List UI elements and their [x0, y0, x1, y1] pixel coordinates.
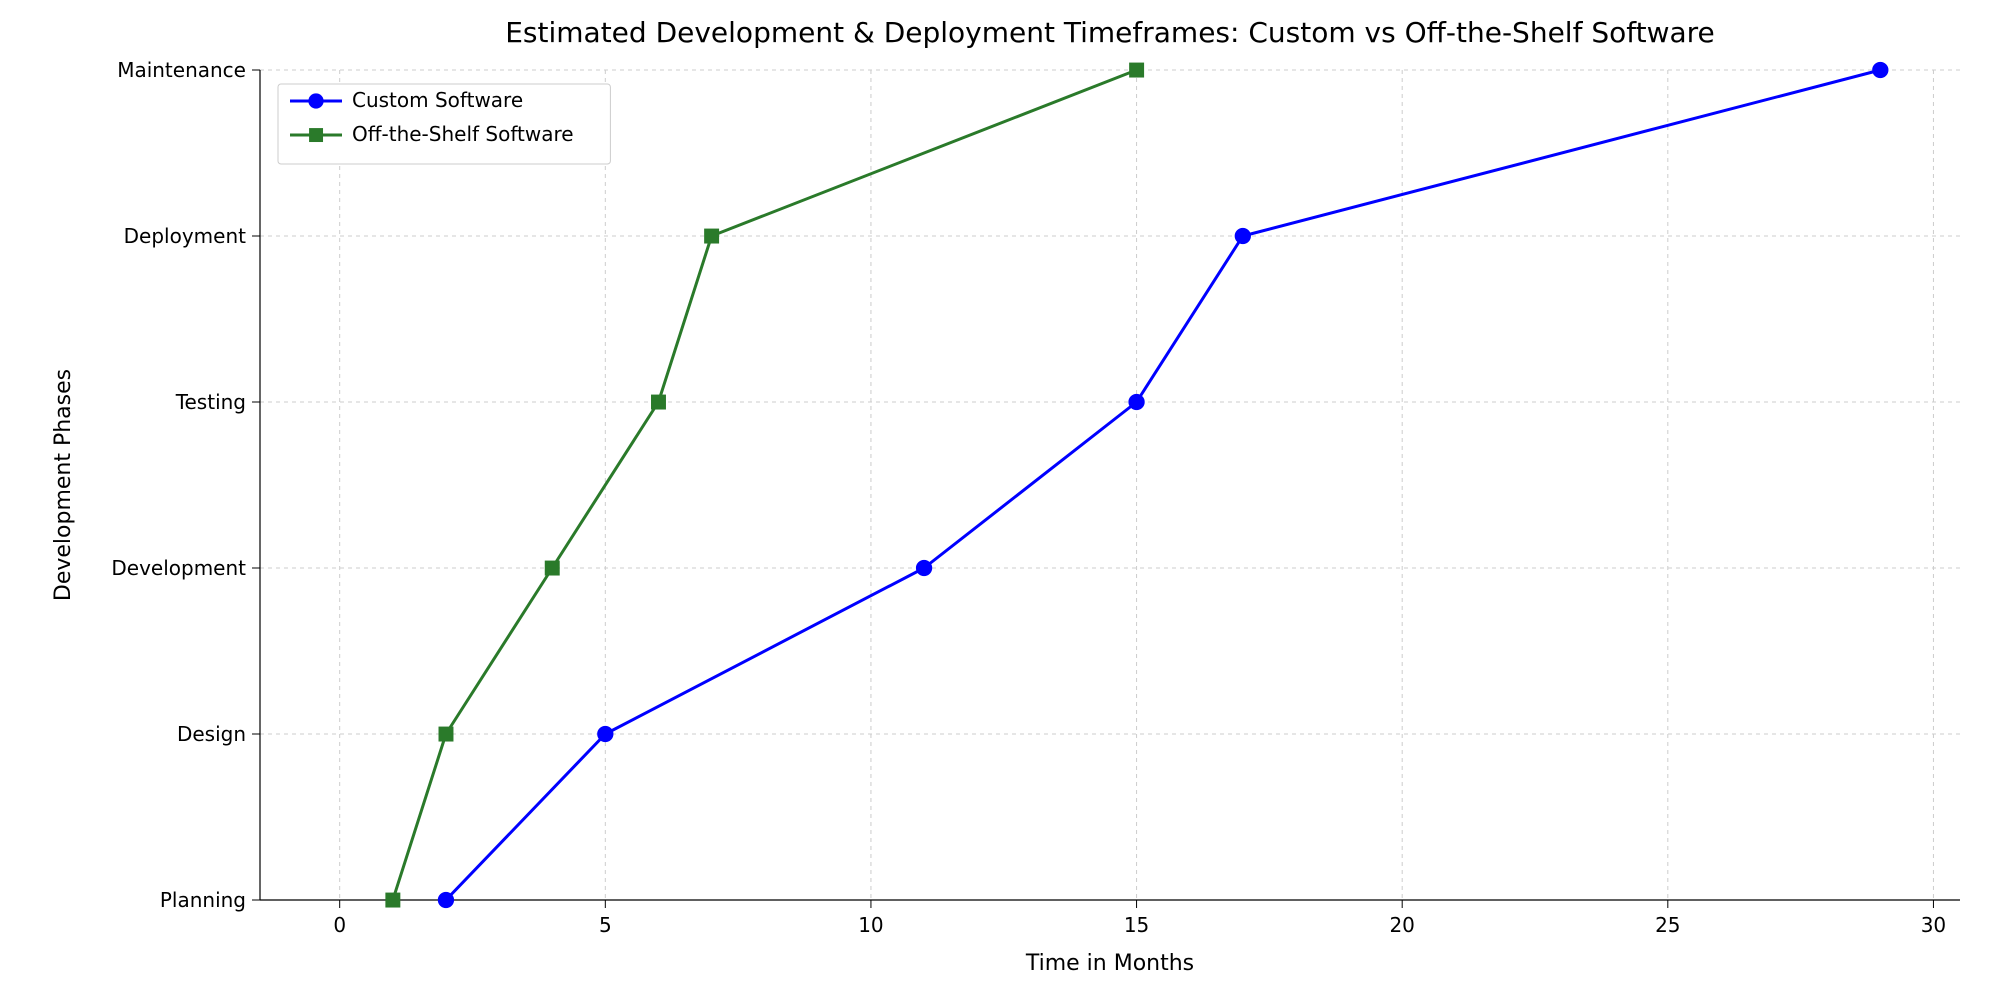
series-marker [705, 229, 719, 243]
series-marker [1129, 394, 1144, 409]
y-tick-label: Development [111, 556, 246, 580]
chart-title: Estimated Development & Deployment Timef… [505, 16, 1715, 49]
y-tick-label: Maintenance [117, 58, 246, 82]
x-tick-label: 5 [599, 913, 612, 937]
series-marker [1873, 62, 1888, 77]
x-tick-label: 15 [1124, 913, 1149, 937]
series-marker [916, 560, 931, 575]
series-marker [386, 893, 400, 907]
series-marker [652, 395, 666, 409]
series-marker [439, 727, 453, 741]
y-axis-label: Development Phases [51, 369, 76, 601]
line-chart: 0 5 10 15 20 25 30 Planning Design Development Tes… [0, 0, 1999, 997]
y-tick-label: Planning [160, 888, 246, 912]
x-tick-label: 0 [333, 913, 346, 937]
y-tick-label: Testing [175, 390, 246, 414]
x-tick-label: 25 [1655, 913, 1680, 937]
chart-container: 0 5 10 15 20 25 30 Planning Design Development Tes… [0, 0, 1999, 997]
x-tick-label: 20 [1389, 913, 1414, 937]
series-marker [1130, 63, 1144, 77]
y-tick-label: Design [177, 722, 246, 746]
legend-label: Custom Software [352, 88, 523, 112]
legend-marker [309, 128, 323, 142]
legend-marker [308, 93, 323, 108]
x-axis-label: Time in Months [1025, 951, 1194, 976]
series-marker [438, 892, 453, 907]
series-marker [598, 726, 613, 741]
legend-label: Off-the-Shelf Software [352, 122, 574, 146]
x-tick-label: 30 [1921, 913, 1946, 937]
series-marker [1235, 228, 1250, 243]
x-tick-label: 10 [858, 913, 883, 937]
series-marker [545, 561, 559, 575]
y-tick-label: Deployment [124, 224, 246, 248]
